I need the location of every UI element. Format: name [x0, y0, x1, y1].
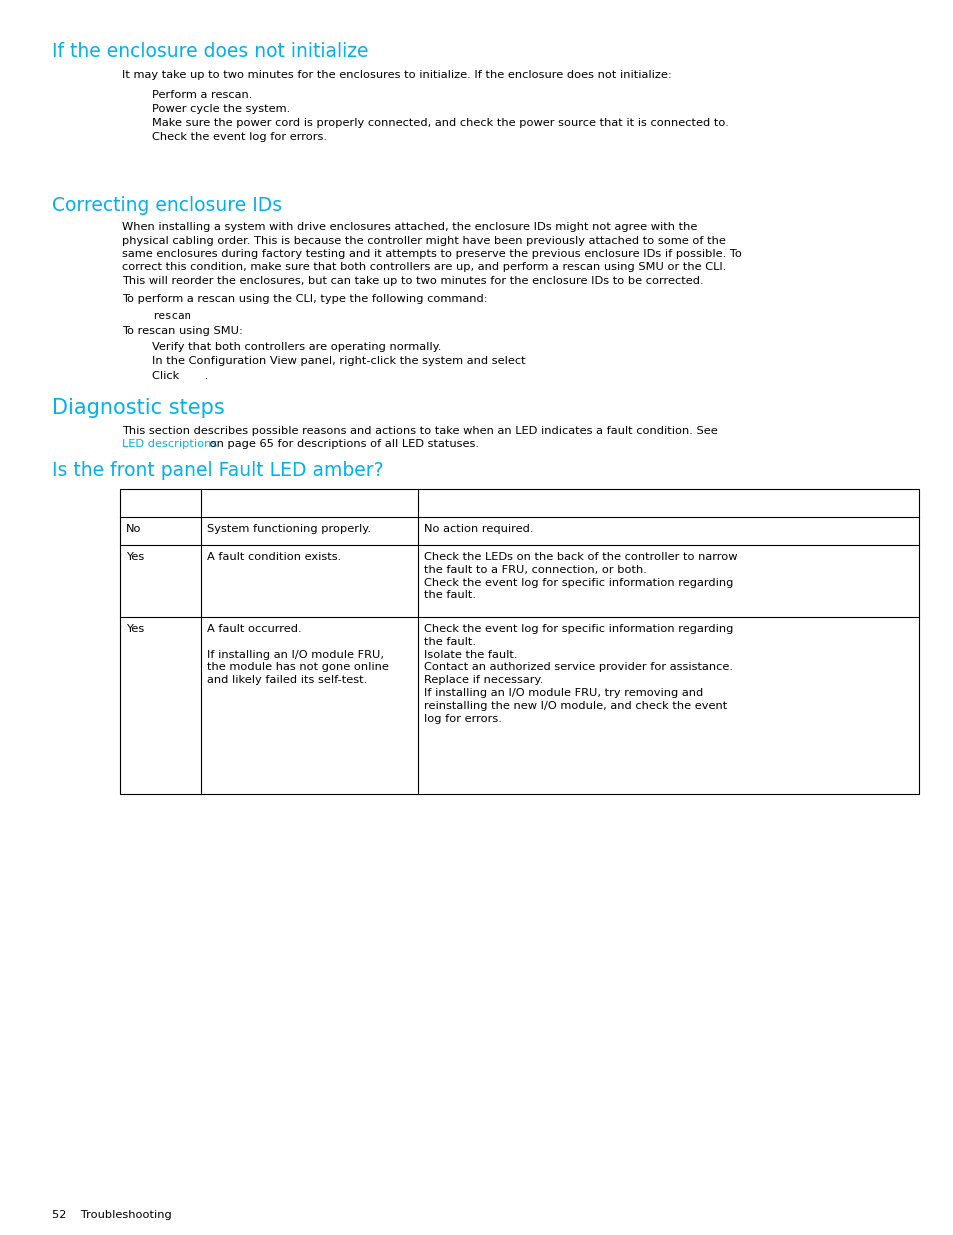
Text: Diagnostic steps: Diagnostic steps: [52, 398, 225, 417]
Text: Power cycle the system.: Power cycle the system.: [152, 104, 290, 114]
Text: Correcting enclosure IDs: Correcting enclosure IDs: [52, 196, 282, 215]
Text: A fault condition exists.: A fault condition exists.: [207, 552, 341, 562]
Text: When installing a system with drive enclosures attached, the enclosure IDs might: When installing a system with drive encl…: [122, 222, 697, 232]
Text: Check the LEDs on the back of the controller to narrow
the fault to a FRU, conne: Check the LEDs on the back of the contro…: [423, 552, 737, 600]
Text: Verify that both controllers are operating normally.: Verify that both controllers are operati…: [152, 342, 441, 352]
Text: If the enclosure does not initialize: If the enclosure does not initialize: [52, 42, 368, 61]
Text: Click       .: Click .: [152, 370, 208, 382]
Text: A fault occurred.

If installing an I/O module FRU,
the module has not gone onli: A fault occurred. If installing an I/O m…: [207, 624, 389, 685]
Text: No action required.: No action required.: [423, 524, 533, 534]
Text: System functioning properly.: System functioning properly.: [207, 524, 371, 534]
Text: No: No: [126, 524, 141, 534]
Text: In the Configuration View panel, right-click the system and select: In the Configuration View panel, right-c…: [152, 357, 525, 367]
Text: Check the event log for specific information regarding
the fault.
Isolate the fa: Check the event log for specific informa…: [423, 624, 733, 724]
Text: Perform a rescan.: Perform a rescan.: [152, 90, 253, 100]
Text: 52    Troubleshooting: 52 Troubleshooting: [52, 1210, 172, 1220]
Text: To perform a rescan using the CLI, type the following command:: To perform a rescan using the CLI, type …: [122, 294, 487, 304]
Text: same enclosures during factory testing and it attempts to preserve the previous : same enclosures during factory testing a…: [122, 249, 741, 259]
Text: To rescan using SMU:: To rescan using SMU:: [122, 326, 243, 336]
Text: Check the event log for errors.: Check the event log for errors.: [152, 132, 327, 142]
Text: rescan: rescan: [152, 311, 191, 321]
Text: Is the front panel Fault LED amber?: Is the front panel Fault LED amber?: [52, 461, 383, 480]
Text: correct this condition, make sure that both controllers are up, and perform a re: correct this condition, make sure that b…: [122, 263, 725, 273]
Text: LED descriptions: LED descriptions: [122, 438, 217, 450]
Bar: [120, 489, 918, 794]
Text: Yes: Yes: [126, 624, 144, 634]
Text: This will reorder the enclosures, but can take up to two minutes for the enclosu: This will reorder the enclosures, but ca…: [122, 275, 703, 287]
Text: It may take up to two minutes for the enclosures to initialize. If the enclosure: It may take up to two minutes for the en…: [122, 70, 671, 80]
Text: This section describes possible reasons and actions to take when an LED indicate: This section describes possible reasons …: [122, 426, 717, 436]
Text: Make sure the power cord is properly connected, and check the power source that : Make sure the power cord is properly con…: [152, 119, 728, 128]
Text: Yes: Yes: [126, 552, 144, 562]
Text: physical cabling order. This is because the controller might have been previousl: physical cabling order. This is because …: [122, 236, 725, 246]
Text: on page 65 for descriptions of all LED statuses.: on page 65 for descriptions of all LED s…: [206, 438, 478, 450]
